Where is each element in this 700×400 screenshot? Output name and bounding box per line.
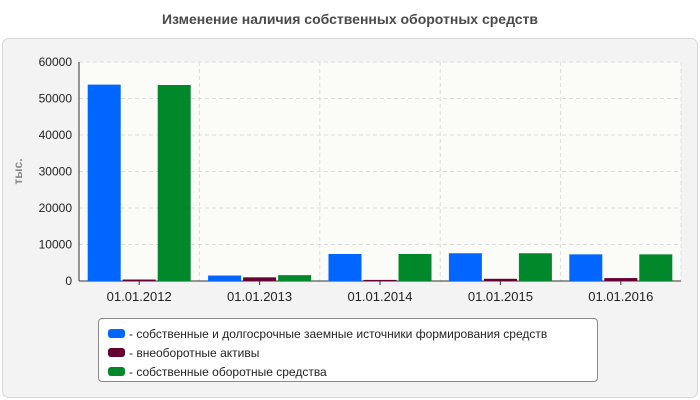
bar xyxy=(518,253,552,281)
chart-title: Изменение наличия собственных оборотных … xyxy=(161,11,539,27)
bar xyxy=(122,279,156,281)
y-tick-label: 60000 xyxy=(39,55,73,69)
bar xyxy=(483,278,517,281)
bar xyxy=(639,254,673,281)
bar xyxy=(363,279,397,281)
x-tick-label: 01.01.2016 xyxy=(588,289,653,304)
bar xyxy=(448,253,482,281)
x-tick-label: 01.01.2014 xyxy=(347,289,412,304)
y-axis-title: тыс. xyxy=(11,158,25,184)
bar xyxy=(87,84,121,281)
y-tick-label: 40000 xyxy=(39,128,73,142)
legend-label: - собственные и долгосрочные заемные ист… xyxy=(129,326,548,341)
legend-swatch xyxy=(108,367,125,376)
legend-item: - внеоборотные активы xyxy=(108,343,597,362)
y-tick-label: 30000 xyxy=(39,165,73,179)
x-tick-label: 01.01.2013 xyxy=(227,289,292,304)
y-tick-label: 0 xyxy=(65,274,72,288)
legend-swatch xyxy=(108,348,125,357)
legend-swatch xyxy=(108,329,125,338)
chart-legend: - собственные и долгосрочные заемные ист… xyxy=(98,318,598,382)
bar xyxy=(398,253,432,281)
bar xyxy=(157,84,191,282)
bar xyxy=(569,254,603,281)
legend-item: - собственные и долгосрочные заемные ист… xyxy=(108,324,597,343)
legend-item: - собственные оборотные средства xyxy=(108,362,597,381)
x-tick-label: 01.01.2012 xyxy=(107,289,172,304)
y-tick-label: 20000 xyxy=(39,201,73,215)
legend-label: - внеоборотные активы xyxy=(129,345,260,360)
y-tick-label: 10000 xyxy=(39,238,73,252)
bar xyxy=(208,275,242,281)
y-tick-label: 50000 xyxy=(39,92,73,106)
x-tick-label: 01.01.2015 xyxy=(468,289,533,304)
bar xyxy=(278,275,312,281)
bar xyxy=(243,277,277,281)
bar xyxy=(328,253,362,281)
legend-label: - собственные оборотные средства xyxy=(129,364,327,379)
bar xyxy=(604,278,638,281)
